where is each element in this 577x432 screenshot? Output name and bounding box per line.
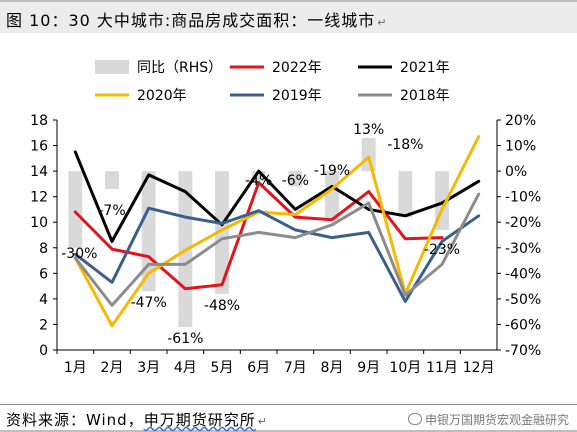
left-tick-label: 18: [30, 113, 48, 129]
legend-label: 2021年: [400, 60, 450, 76]
x-tick-label: 4月: [174, 360, 197, 376]
left-tick-label: 0: [39, 343, 48, 359]
x-tick-label: 9月: [357, 360, 380, 376]
bar-data-label: -23%: [424, 242, 460, 258]
right-tick-label: 20%: [505, 113, 536, 129]
x-tick-label: 12月: [463, 360, 495, 376]
bar: [325, 171, 339, 220]
source-text: 资料来源：Wind，申万期货研究所 ↵: [6, 411, 268, 429]
title-bar: 图 10：30 大中城市:商品房成交面积：一线城市 ↵: [0, 0, 577, 33]
source-return-mark: ↵: [257, 415, 268, 428]
legend-label: 2020年: [137, 88, 187, 104]
bar-data-label: -61%: [167, 331, 203, 347]
x-tick-label: 7月: [284, 360, 307, 376]
legend-swatch-bar: [95, 60, 129, 74]
wechat-icon: [407, 413, 422, 425]
source-institution: 申万期货研究所: [143, 411, 256, 429]
right-tick-label: 10%: [505, 139, 536, 155]
bar: [68, 171, 83, 248]
x-tick-label: 10月: [389, 360, 421, 376]
legend-label: 2019年: [272, 88, 322, 104]
right-tick-label: -60%: [505, 317, 541, 333]
bar-data-label: -48%: [204, 298, 240, 314]
series-line: [73, 150, 481, 243]
right-tick-label: -30%: [505, 241, 541, 257]
legend-label: 2022年: [272, 60, 322, 76]
series-line: [73, 181, 444, 291]
bar: [288, 171, 303, 187]
left-tick-label: 2: [39, 317, 48, 333]
x-tick-label: 2月: [101, 360, 124, 376]
series-line: [73, 192, 481, 307]
left-tick-label: 10: [30, 215, 48, 231]
x-tick-label: 5月: [211, 360, 234, 376]
legend-label: 同比（RHS）: [137, 60, 222, 76]
series-line: [73, 135, 481, 328]
line-layer: [73, 135, 481, 328]
right-tick-label: 0%: [505, 164, 527, 180]
left-tick-label: 12: [30, 190, 48, 206]
right-tick-label: -10%: [505, 190, 541, 206]
left-tick-label: 8: [39, 241, 48, 257]
left-tick-label: 4: [39, 292, 48, 308]
bar: [251, 171, 266, 182]
bar-data-label: -47%: [131, 295, 167, 311]
legend-label: 2018年: [400, 88, 450, 104]
title-return-mark: ↵: [377, 16, 388, 29]
bar-data-label: -6%: [282, 173, 309, 189]
bar-data-label: -19%: [314, 163, 350, 179]
bar: [215, 171, 229, 294]
watermark: 申银万国期货宏观金融研究: [407, 411, 569, 428]
bar-data-label: -18%: [387, 137, 423, 153]
right-tick-label: -70%: [505, 343, 541, 359]
left-tick-label: 6: [39, 266, 48, 282]
bar-data-label: -7%: [98, 203, 125, 219]
axis-layer: 0 2 4 6 8 10 12 14 16 18 -70% -60% -50% -40% -30% -20% -…: [30, 113, 541, 376]
bar: [398, 171, 413, 218]
bar: [105, 171, 119, 189]
x-tick-label: 8月: [321, 360, 344, 376]
x-tick-label: 6月: [247, 360, 270, 376]
right-tick-label: -20%: [505, 215, 541, 231]
bar-data-label: 13%: [353, 122, 384, 138]
chart-title: 图 10：30 大中城市:商品房成交面积：一线城市 ↵: [6, 11, 388, 30]
left-tick-label: 16: [30, 139, 48, 155]
chart: 同比（RHS） 2022年 2021年 2020年 2019年 2018年 -30% -7%…: [30, 60, 541, 376]
bar: [361, 137, 376, 172]
bar-data-label: -4%: [245, 173, 272, 189]
right-tick-label: -40%: [505, 266, 541, 282]
x-tick-label: 11月: [426, 360, 458, 376]
right-tick-label: -50%: [505, 292, 541, 308]
legend: 同比（RHS） 2022年 2021年 2020年 2019年 2018年: [95, 60, 450, 104]
x-tick-label: 1月: [64, 360, 87, 376]
left-tick-label: 14: [30, 164, 48, 180]
source-bar: 资料来源：Wind，申万期货研究所 ↵ 申银万国期货宏观金融研究: [0, 404, 577, 432]
bar-data-label: -30%: [61, 246, 97, 262]
bar-label-layer: -30% -7% -47% -61% -48% -4% -6% -19% 13%-18% -23%: [61, 122, 460, 347]
x-tick-label: 3月: [137, 360, 160, 376]
